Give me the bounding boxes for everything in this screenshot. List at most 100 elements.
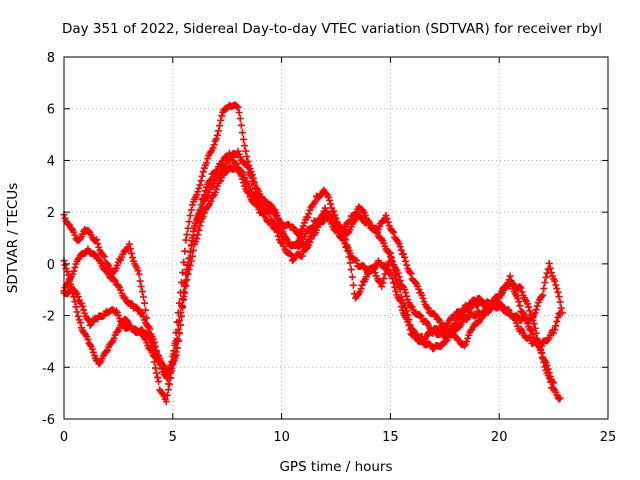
data-point	[186, 261, 194, 269]
data-point	[397, 303, 405, 311]
data-point	[100, 253, 108, 261]
data-point	[382, 211, 390, 219]
data-point	[379, 279, 387, 287]
data-point	[164, 372, 172, 380]
data-point	[463, 338, 471, 346]
data-point	[344, 247, 352, 255]
data-point	[508, 281, 516, 289]
data-point	[399, 250, 407, 258]
data-point	[467, 326, 475, 334]
data-point	[324, 193, 332, 201]
data-point	[240, 135, 248, 143]
data-point	[176, 309, 184, 317]
data-point	[242, 147, 250, 155]
data-point	[516, 302, 524, 310]
data-point	[550, 379, 558, 387]
data-point	[139, 293, 147, 301]
data-point	[194, 188, 202, 196]
data-point	[71, 298, 79, 306]
data-point	[298, 252, 306, 260]
data-point	[72, 303, 80, 311]
data-point	[71, 231, 79, 239]
data-point	[266, 210, 274, 218]
data-point	[175, 317, 183, 325]
data-point	[347, 266, 355, 274]
data-point	[390, 279, 398, 287]
data-point	[429, 329, 437, 337]
series-track-1	[60, 101, 564, 405]
data-point	[89, 348, 97, 356]
data-point	[397, 246, 405, 254]
data-point	[378, 283, 386, 291]
data-point	[275, 221, 283, 229]
data-point	[403, 261, 411, 269]
data-point	[189, 227, 197, 235]
data-point	[337, 228, 345, 236]
data-point	[445, 331, 453, 339]
data-point	[80, 306, 88, 314]
data-point	[184, 224, 192, 232]
data-point	[178, 312, 186, 320]
data-point	[213, 131, 221, 139]
data-point	[197, 177, 205, 185]
data-point	[387, 257, 395, 265]
data-point	[186, 212, 194, 220]
data-point	[543, 361, 551, 369]
data-point	[304, 214, 312, 222]
x-tick-labels: 0 5 10 15 20 25	[60, 430, 616, 445]
data-point	[195, 226, 203, 234]
data-point	[558, 309, 566, 317]
data-point	[384, 218, 392, 226]
data-point	[234, 103, 242, 111]
data-point	[180, 258, 188, 266]
data-point	[188, 252, 196, 260]
data-point	[110, 334, 118, 342]
data-point	[327, 200, 335, 208]
y-tick-label: 0	[47, 258, 55, 273]
data-point	[345, 253, 353, 261]
x-axis-label: GPS time / hours	[279, 459, 392, 475]
data-point	[188, 234, 196, 242]
data-point	[545, 259, 553, 267]
data-point	[187, 206, 195, 214]
data-point	[217, 116, 225, 124]
data-point	[411, 278, 419, 286]
y-tick-labels: -6 -4 -2 0 2 4 6 8	[42, 51, 55, 428]
axis-ticks	[63, 56, 609, 420]
y-tick-label: 6	[47, 103, 55, 118]
data-point	[550, 329, 558, 337]
data-point	[149, 340, 157, 348]
data-point	[397, 293, 405, 301]
data-point	[134, 267, 142, 275]
data-point	[164, 380, 172, 388]
data-point	[251, 185, 259, 193]
data-point	[552, 281, 560, 289]
data-point	[269, 205, 277, 213]
data-point	[189, 246, 197, 254]
data-point	[110, 276, 118, 284]
plot-frame	[63, 56, 609, 420]
data-point	[324, 214, 332, 222]
data-point	[179, 295, 187, 303]
data-point	[322, 189, 330, 197]
data-point	[173, 344, 181, 352]
data-point	[182, 282, 190, 290]
data-point	[544, 365, 552, 373]
data-point	[113, 261, 121, 269]
data-point	[528, 326, 536, 334]
x-tick-label: 5	[169, 430, 177, 445]
data-point	[538, 349, 546, 357]
x-tick-label: 15	[382, 430, 399, 445]
data-point	[162, 366, 170, 374]
data-point	[137, 282, 145, 290]
data-point	[401, 253, 409, 261]
data-point	[199, 213, 207, 221]
data-point	[78, 302, 86, 310]
data-point	[348, 273, 356, 281]
data-point	[245, 190, 253, 198]
data-point	[396, 285, 404, 293]
data-point	[507, 277, 515, 285]
data-point	[383, 215, 391, 223]
data-point	[244, 163, 252, 171]
data-point	[540, 285, 548, 293]
